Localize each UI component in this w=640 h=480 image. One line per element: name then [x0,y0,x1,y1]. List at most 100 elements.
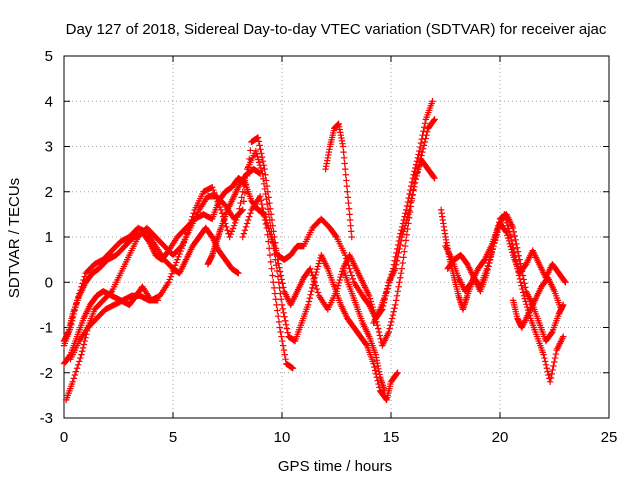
data-point [165,279,172,286]
data-point [340,148,347,156]
data-point [406,208,414,216]
data-point [368,301,375,308]
data-point [557,306,565,313]
data-point [336,276,343,284]
data-point [339,143,347,150]
data-point [268,216,276,224]
data-point [416,147,423,155]
data-point [74,361,82,369]
data-point [431,174,438,182]
data-point [396,279,403,286]
data-point [262,177,270,184]
data-point [210,186,217,194]
data-point [282,355,289,363]
data-point [272,245,280,252]
data-point [394,241,402,249]
data-point [243,220,251,227]
data-point [397,230,404,237]
data-point [264,188,272,195]
data-point [68,320,75,328]
data-point [421,120,429,127]
data-point [544,368,551,375]
data-point [272,296,279,303]
data-point [224,227,231,234]
data-point [281,313,288,320]
data-point [257,193,264,200]
data-point [314,263,322,270]
data-point [271,290,279,297]
data-point [516,275,524,283]
data-point [551,358,558,366]
data-point [345,199,352,207]
data-point [278,301,286,309]
data-point [367,298,375,305]
data-point [487,253,495,260]
data-point [277,296,285,303]
data-point [507,243,514,250]
data-point [511,232,518,240]
data-point [241,227,249,234]
data-point [258,150,265,157]
data-point [266,199,273,207]
data-point [259,158,267,165]
data-point [218,210,226,217]
data-point [80,276,87,284]
data-point [415,151,422,158]
data-point [67,324,74,331]
data-point [392,301,399,309]
data-point [176,250,183,258]
data-point [343,177,350,184]
data-point [484,266,491,274]
data-point [333,288,340,295]
data-point [508,246,515,253]
data-point [400,254,407,261]
data-point [384,285,391,292]
data-point [394,288,402,295]
data-point [270,228,277,235]
data-point [411,168,418,175]
data-point [406,190,413,198]
data-point [265,194,272,201]
data-point [345,205,353,212]
data-point [402,210,409,217]
data-point [255,159,263,166]
data-point [418,135,425,143]
data-point [275,318,283,326]
data-point [259,204,266,212]
data-point [274,312,282,320]
data-point [547,374,555,382]
data-point [403,202,411,210]
data-point [390,261,398,268]
data-point [503,219,511,227]
data-point [369,303,376,311]
data-point [279,337,286,345]
data-point [76,358,83,365]
data-point [271,239,279,246]
data-point [261,212,268,220]
data-point [504,222,511,229]
data-point [399,220,407,227]
data-point [393,292,401,300]
data-point [395,283,402,290]
data-point [412,164,419,172]
data-point [262,220,270,228]
data-point [429,98,436,105]
data-point [374,322,381,329]
data-point [486,259,493,267]
data-point [388,271,395,278]
data-point [335,279,343,287]
data-point [409,191,416,199]
data-point [337,273,344,281]
data-point [79,348,86,355]
data-point [307,291,314,298]
data-point [549,366,556,374]
data-point [548,329,555,337]
data-point [69,314,77,321]
data-point [81,337,88,345]
y-tick-label: 3 [45,139,53,156]
data-point [407,182,415,190]
data-point [173,259,180,266]
data-point [520,292,528,300]
data-point [216,203,224,211]
